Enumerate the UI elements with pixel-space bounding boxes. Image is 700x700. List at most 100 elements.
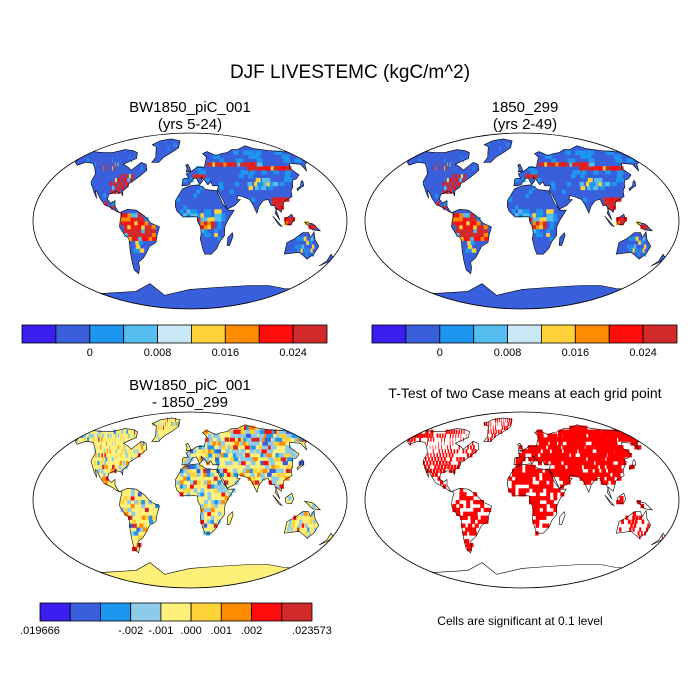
grid-cell: [589, 472, 594, 477]
grid-cell: [203, 503, 208, 509]
grid-cell: [217, 224, 222, 230]
grid-cell: [490, 429, 492, 434]
grid-cell: [139, 248, 145, 253]
grid-cell: [473, 507, 478, 513]
grid-cell: [203, 213, 208, 218]
grid-cell: [230, 433, 236, 438]
map-top-left: [32, 132, 348, 310]
grid-cell: [557, 433, 563, 438]
grid-cell: [238, 174, 244, 179]
grid-cell: [607, 468, 613, 473]
grid-cell: [477, 232, 482, 237]
grid-cell: [230, 457, 236, 462]
grid-cell: [633, 523, 637, 528]
colorbar-bottom-left: [39, 602, 313, 622]
grid-cell: [587, 185, 592, 191]
grid-cell: [206, 162, 211, 167]
grid-cell: [256, 158, 263, 163]
grid-cell: [240, 441, 246, 446]
grid-cell: [582, 476, 588, 481]
grid-cell: [560, 162, 566, 167]
grid-cell: [279, 441, 286, 446]
grid-cell: [535, 515, 540, 520]
grid-cell: [453, 178, 456, 183]
colorbar-tick-label: -.002: [118, 625, 144, 637]
grid-cell: [545, 449, 550, 454]
grid-cell: [228, 460, 233, 466]
grid-cell: [450, 464, 454, 470]
grid-cell: [273, 181, 279, 187]
grid-cell: [186, 453, 191, 458]
grid-cell: [464, 174, 467, 179]
grid-cell: [577, 162, 583, 167]
grid-cell: [233, 429, 239, 434]
grid-cell: [116, 181, 119, 187]
grid-cell: [564, 468, 570, 473]
grid-cell: [580, 433, 587, 438]
grid-cell: [542, 511, 547, 516]
grid-cell: [452, 441, 454, 446]
grid-cell: [435, 166, 437, 171]
grid-cell: [568, 457, 574, 462]
grid-cell: [173, 421, 175, 427]
grid-cell: [536, 445, 541, 450]
grid-cell: [455, 213, 460, 218]
colorbar-swatch: [224, 324, 260, 344]
coastline-north-america: [406, 428, 480, 493]
grid-cell: [442, 468, 446, 473]
grid-cell: [100, 166, 102, 171]
grid-cell: [203, 228, 208, 234]
grid-cell: [623, 433, 632, 438]
grid-cell: [597, 178, 603, 183]
grid-cell: [94, 460, 97, 466]
grid-cell: [262, 178, 268, 183]
grid-cell: [583, 453, 589, 458]
grid-cell: [451, 453, 454, 458]
grid-cell: [279, 205, 284, 210]
grid-cell: [600, 185, 605, 191]
grid-cell: [473, 445, 475, 450]
grid-cell: [220, 162, 225, 167]
grid-cell: [136, 527, 141, 532]
grid-cell: [141, 503, 146, 509]
grid-cell: [586, 429, 594, 434]
grid-cell: [102, 464, 105, 470]
grid-cell: [518, 213, 523, 218]
grid-cell: [283, 437, 291, 442]
panel-title-bottom-left: BW1850_piC_001 - 1850_299: [65, 377, 315, 411]
grid-cell: [585, 181, 591, 187]
grid-cell: [529, 500, 533, 505]
grid-cell: [200, 503, 205, 509]
grid-cell: [207, 224, 212, 230]
grid-cell: [118, 464, 122, 470]
grid-cell: [203, 472, 208, 477]
grid-cell: [599, 449, 605, 454]
grid-cell: [574, 441, 580, 446]
grid-cell: [530, 449, 535, 454]
grid-cell: [459, 217, 464, 222]
grid-cell: [607, 201, 612, 206]
grid-cell: [477, 519, 482, 524]
grid-cell: [601, 468, 607, 473]
grid-cell: [585, 460, 591, 466]
grid-cell: [469, 213, 474, 218]
grid-cell: [527, 166, 532, 171]
grid-cell: [606, 464, 612, 470]
grid-cell: [553, 460, 559, 466]
grid-cell: [250, 460, 256, 466]
grid-cell: [641, 519, 645, 524]
grid-cell: [228, 492, 233, 497]
grid-cell: [287, 527, 290, 532]
grid-cell: [151, 232, 156, 237]
grid-cell: [249, 170, 255, 175]
grid-cell: [538, 162, 543, 167]
grid-cell: [196, 480, 201, 485]
grid-cell: [127, 507, 132, 513]
grid-cell: [570, 429, 576, 434]
grid-cell: [97, 460, 100, 466]
grid-cell: [512, 468, 516, 473]
grid-cell: [258, 433, 266, 438]
grid-cell: [448, 460, 451, 466]
grid-cell: [83, 433, 86, 438]
grid-cell: [549, 503, 554, 509]
